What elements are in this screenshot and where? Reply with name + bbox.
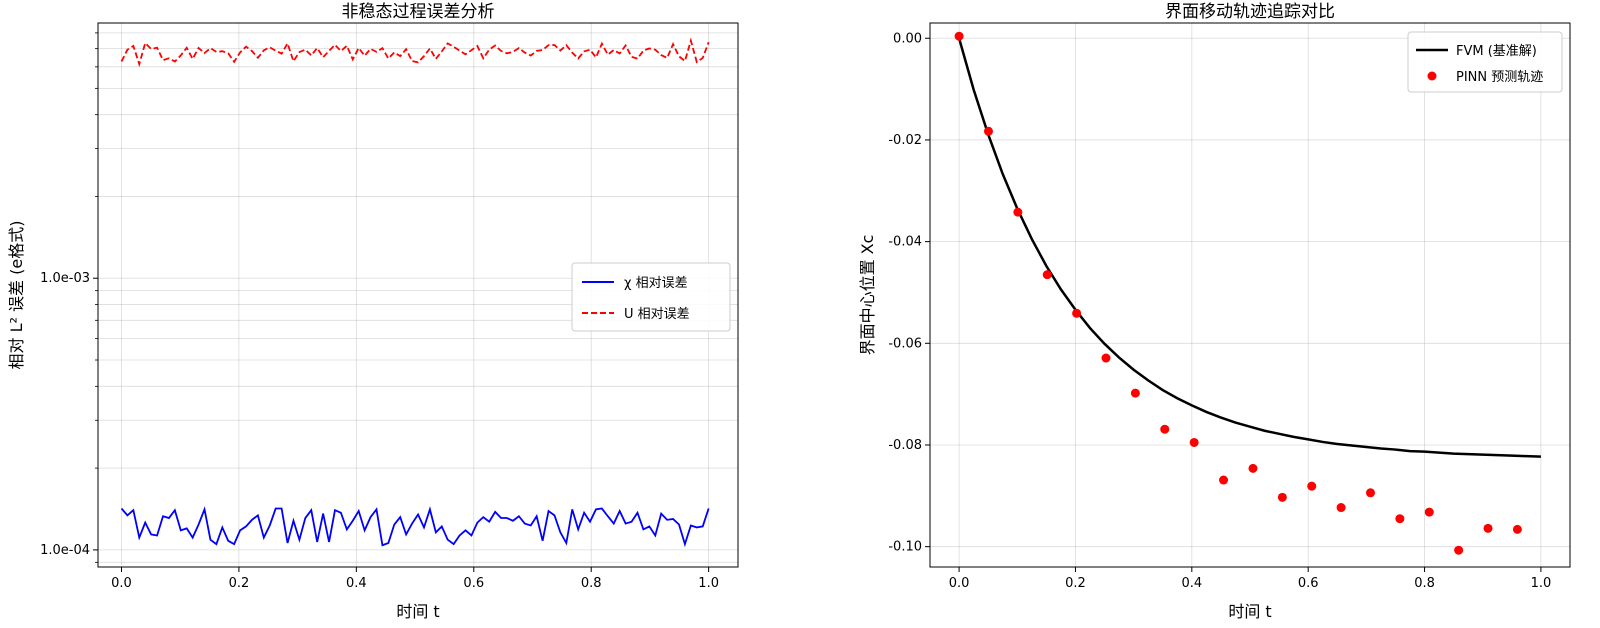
series-fvm-line (957, 37, 1541, 458)
pinn-point (1219, 475, 1229, 485)
x-tick-label: 0.6 (1298, 576, 1319, 591)
legend: FVM (基准解) PINN 预测轨迹 (1407, 31, 1563, 93)
pinn-point (1042, 270, 1052, 280)
pinn-point (1395, 514, 1405, 524)
x-axis-label: 时间 t (396, 602, 439, 621)
pinn-point (983, 126, 993, 136)
y-tick-label: -0.08 (888, 438, 922, 453)
y-tick-label: 0.00 (893, 31, 922, 46)
pinn-point (1336, 503, 1346, 513)
x-tick-label: 0.4 (1181, 576, 1202, 591)
x-tick-label: 0.2 (229, 576, 250, 591)
pinn-point (1101, 353, 1111, 363)
y-axis-label: 界面中心位置 Xc (858, 235, 877, 356)
series-u-line (120, 37, 710, 68)
axis-ticks: 0.0 0.2 0.4 0.6 0.8 1.0 0.00 -0.02 -0.04 -0.06 -0.… (888, 31, 1551, 591)
axis-ticks: 0.0 0.2 0.4 0.6 0.8 1.0 1.0e-04 1.0e-03 (40, 32, 719, 591)
trajectory-chart: 0.0 0.2 0.4 0.6 0.8 1.0 0.00 -0.02 -0.04 -0.06 -0.… (858, 2, 1571, 621)
y-tick-label: -0.10 (888, 540, 922, 555)
pinn-point (1307, 481, 1317, 491)
pinn-point (1160, 424, 1170, 434)
pinn-point (1130, 388, 1140, 398)
series-chi-line (120, 506, 710, 548)
x-tick-label: 1.0 (698, 576, 719, 591)
chart-title: 非稳态过程误差分析 (342, 2, 495, 22)
y-tick-label: 1.0e-03 (40, 271, 90, 286)
x-axis-label: 时间 t (1228, 602, 1271, 621)
chart-title: 界面移动轨迹追踪对比 (1165, 2, 1335, 22)
pinn-point (954, 31, 964, 41)
pinn-point (1013, 207, 1023, 217)
legend-label-u: U 相对误差 (624, 307, 690, 322)
pinn-point (1072, 308, 1082, 318)
plot-frame (97, 22, 739, 568)
y-axis-label: 相对 L² 误差 (e格式) (7, 221, 26, 370)
x-tick-label: 0.4 (346, 576, 367, 591)
grid (98, 23, 738, 567)
pinn-point (1454, 545, 1464, 555)
x-tick-label: 1.0 (1531, 576, 1552, 591)
grid (930, 23, 1570, 567)
legend-swatch-pinn (1427, 71, 1437, 81)
y-tick-label: -0.02 (888, 133, 922, 148)
pinn-point (1512, 524, 1522, 534)
y-tick-label: -0.06 (888, 336, 922, 351)
pinn-point (1483, 523, 1493, 533)
y-tick-label: 1.0e-04 (40, 543, 90, 558)
pinn-point (1248, 463, 1258, 473)
plot-frame (929, 22, 1571, 568)
legend-label-chi: χ 相对误差 (624, 276, 688, 291)
legend-label-pinn: PINN 预测轨迹 (1456, 70, 1543, 85)
series-layer (954, 31, 1541, 555)
pinn-point (1277, 492, 1287, 502)
x-tick-label: 0.0 (949, 576, 970, 591)
pinn-point (1365, 488, 1375, 498)
series-layer (120, 37, 710, 548)
y-tick-label: -0.04 (888, 235, 922, 250)
legend: χ 相对误差 U 相对误差 (571, 262, 731, 332)
error-analysis-chart: 0.0 0.2 0.4 0.6 0.8 1.0 1.0e-04 1.0e-03 非稳态过程误差… (7, 2, 739, 621)
legend-label-fvm: FVM (基准解) (1456, 44, 1537, 59)
pinn-point (1424, 507, 1434, 517)
pinn-point (1189, 437, 1199, 447)
x-tick-label: 0.8 (581, 576, 602, 591)
x-tick-label: 0.6 (463, 576, 484, 591)
x-tick-label: 0.0 (111, 576, 132, 591)
x-tick-label: 0.8 (1414, 576, 1435, 591)
x-tick-label: 0.2 (1065, 576, 1086, 591)
